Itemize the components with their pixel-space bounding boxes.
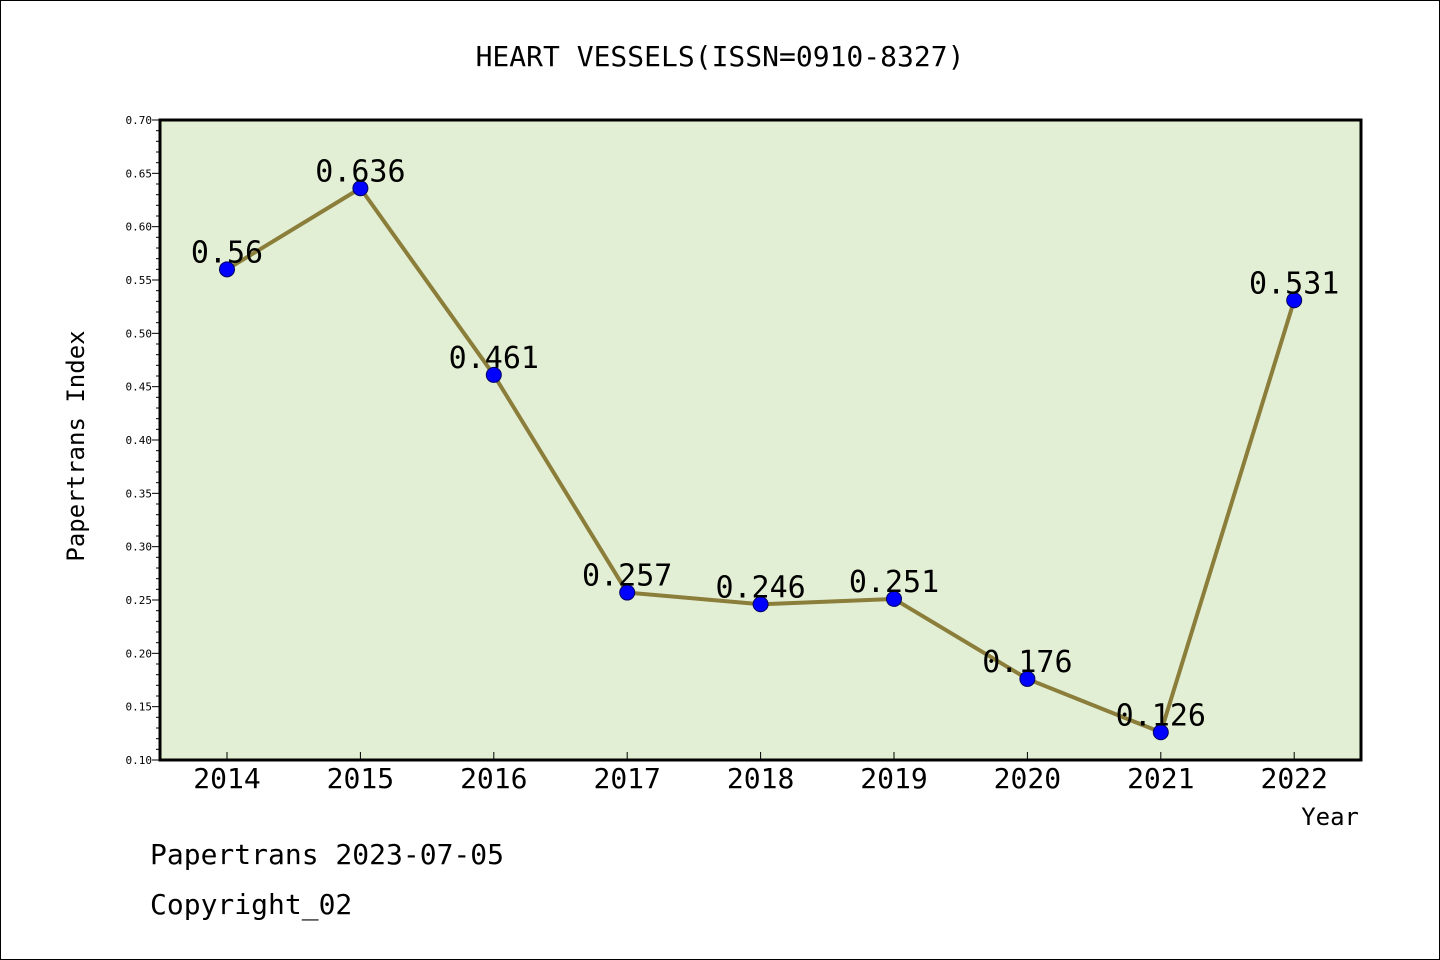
x-tick-label: 2018 [727,762,794,795]
data-point [219,261,235,278]
data-label: 0.461 [449,341,539,376]
data-label: 0.257 [582,559,672,594]
data-labels: 0.56 0.636 0.461 0.257 0.246 0.251 0.176 0.126 0… [191,154,1339,733]
footer-date: Papertrans 2023-07-05 [150,838,504,871]
footer-copyright: Copyright_02 [150,888,352,922]
data-point [1019,670,1036,687]
data-point [619,584,636,601]
y-tick-label: 0.45 [126,381,153,394]
data-label: 0.126 [1116,698,1206,733]
y-tick-label: 0.20 [126,647,153,660]
y-tick-label: 0.35 [126,487,153,500]
x-tick-label: 2019 [860,762,927,795]
data-label: 0.56 [191,235,263,270]
y-tick-label: 0.60 [126,221,153,234]
x-tick-label: 2017 [593,762,660,795]
y-tick-label: 0.10 [126,754,153,767]
data-label: 0.531 [1249,266,1339,301]
x-tick-label: 2015 [327,762,394,795]
x-tick-label: 2014 [193,762,260,795]
data-point [752,596,769,613]
x-tick-label: 2016 [460,762,527,795]
x-tick-label: 2022 [1260,762,1327,795]
data-label: 0.251 [849,565,939,600]
y-axis-label: Papertrans Index [62,330,90,561]
y-axis: 0.10 0.15 0.20 0.25 0.30 0.35 0.40 0.45 0.50 0.55… [126,114,160,767]
data-point [886,590,902,607]
y-tick-label: 0.40 [126,434,153,447]
x-tick-label: 2020 [994,762,1061,795]
y-tick-label: 0.30 [126,541,153,554]
y-tick-label: 0.55 [126,274,153,287]
data-point [352,180,369,197]
x-tick-label: 2021 [1127,762,1194,795]
data-label: 0.176 [982,645,1072,680]
y-tick-label: 0.65 [126,167,153,180]
data-point [1152,724,1169,741]
y-tick-label: 0.25 [126,594,153,607]
x-axis-label: Year [1301,803,1359,831]
y-tick-label: 0.15 [126,701,153,714]
data-label: 0.636 [315,154,405,189]
y-tick-label: 0.70 [126,114,153,127]
data-label: 0.246 [715,570,805,605]
chart-title: HEART VESSELS(ISSN=0910-8327) [476,40,965,73]
data-point [1286,292,1303,309]
plot-area [158,118,1363,762]
x-axis: 2014 2015 2016 2017 2018 2019 2020 2021 2022 [193,752,1328,795]
y-tick-label: 0.50 [126,327,153,340]
series-markers [219,180,1303,741]
data-point [485,366,502,383]
